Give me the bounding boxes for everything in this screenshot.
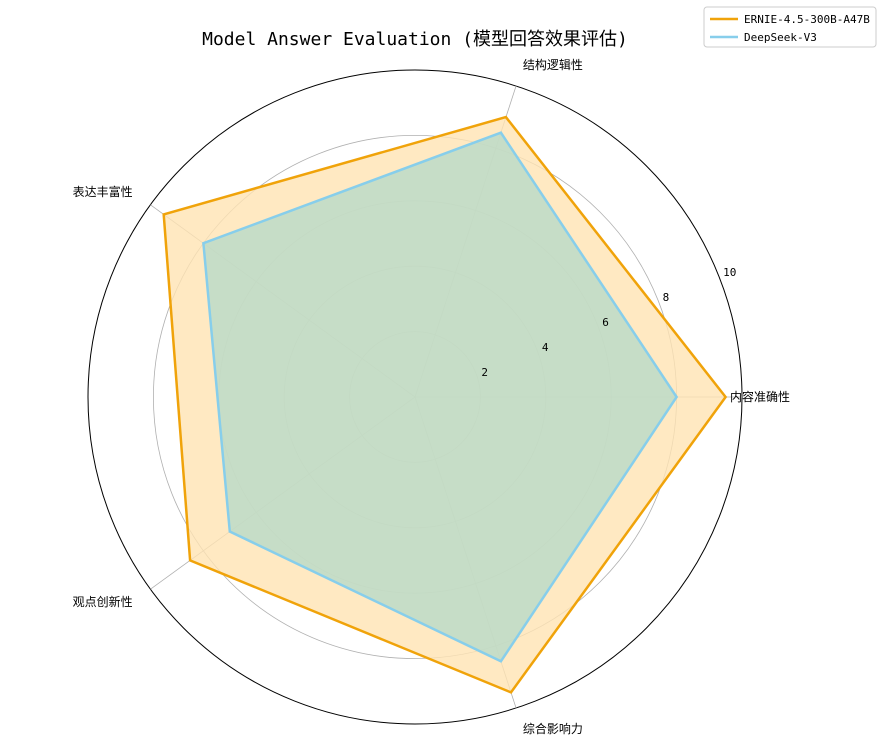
legend-label-deepseek: DeepSeek-V3 xyxy=(744,31,817,44)
series-line-1 xyxy=(202,131,679,663)
radial-tick-label: 10 xyxy=(723,266,736,279)
legend: ERNIE-4.5-300B-A47B DeepSeek-V3 xyxy=(703,6,877,48)
category-label: 观点创新性 xyxy=(73,594,133,609)
series-fill-1 xyxy=(203,132,677,662)
radial-tick-label: 2 xyxy=(481,366,488,379)
legend-label-ernie: ERNIE-4.5-300B-A47B xyxy=(744,13,870,26)
radial-tick-label: 8 xyxy=(663,291,670,304)
category-label: 内容准确性 xyxy=(730,389,790,404)
legend-frame xyxy=(703,6,877,48)
category-label: 表达丰富性 xyxy=(73,184,133,199)
category-label: 综合影响力 xyxy=(523,721,583,736)
chart-title: Model Answer Evaluation (模型回答效果评估) xyxy=(202,29,628,50)
series-layer xyxy=(162,115,728,694)
series-line-0 xyxy=(162,115,728,694)
radial-tick-label: 4 xyxy=(542,341,549,354)
radial-tick-label: 6 xyxy=(602,316,609,329)
category-label: 结构逻辑性 xyxy=(523,57,583,72)
